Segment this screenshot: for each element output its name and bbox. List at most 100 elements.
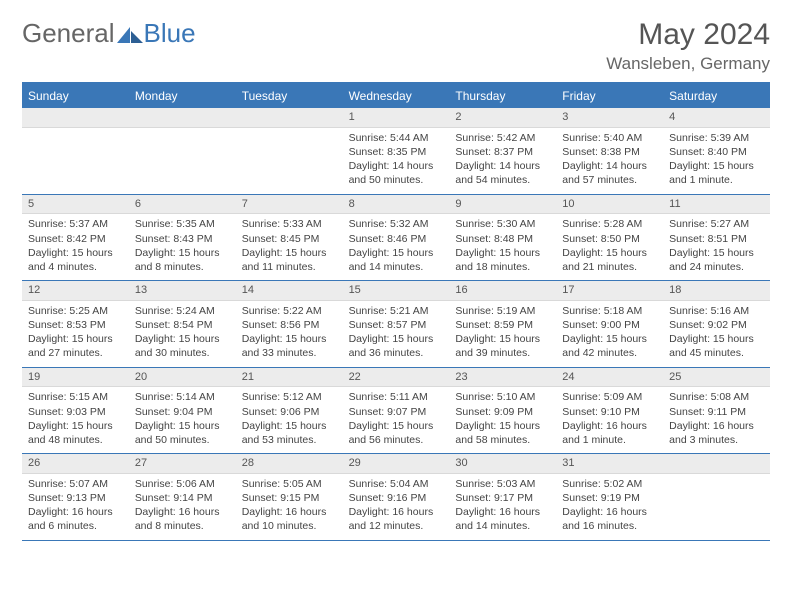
sunset-text: Sunset: 9:07 PM bbox=[349, 405, 444, 419]
day-number: 25 bbox=[663, 368, 770, 388]
daylight1-text: Daylight: 15 hours bbox=[349, 246, 444, 260]
daylight1-text: Daylight: 15 hours bbox=[135, 419, 230, 433]
day-number: 17 bbox=[556, 281, 663, 301]
daylight2-text: and 8 minutes. bbox=[135, 260, 230, 274]
daylight1-text: Daylight: 15 hours bbox=[669, 332, 764, 346]
sunrise-text: Sunrise: 5:14 AM bbox=[135, 390, 230, 404]
day-number: 11 bbox=[663, 195, 770, 215]
day-details: Sunrise: 5:21 AMSunset: 8:57 PMDaylight:… bbox=[343, 301, 450, 367]
sunrise-text: Sunrise: 5:15 AM bbox=[28, 390, 123, 404]
day-cell: 22Sunrise: 5:11 AMSunset: 9:07 PMDayligh… bbox=[343, 368, 450, 454]
day-cell: 2Sunrise: 5:42 AMSunset: 8:37 PMDaylight… bbox=[449, 108, 556, 194]
daylight2-text: and 8 minutes. bbox=[135, 519, 230, 533]
day-details: Sunrise: 5:28 AMSunset: 8:50 PMDaylight:… bbox=[556, 214, 663, 280]
day-cell: 26Sunrise: 5:07 AMSunset: 9:13 PMDayligh… bbox=[22, 454, 129, 540]
day-details: Sunrise: 5:24 AMSunset: 8:54 PMDaylight:… bbox=[129, 301, 236, 367]
daylight1-text: Daylight: 15 hours bbox=[669, 159, 764, 173]
day-number: 10 bbox=[556, 195, 663, 215]
day-cell: 6Sunrise: 5:35 AMSunset: 8:43 PMDaylight… bbox=[129, 195, 236, 281]
daylight2-text: and 45 minutes. bbox=[669, 346, 764, 360]
sunset-text: Sunset: 9:15 PM bbox=[242, 491, 337, 505]
sunset-text: Sunset: 9:10 PM bbox=[562, 405, 657, 419]
day-cell bbox=[22, 108, 129, 194]
sunrise-text: Sunrise: 5:10 AM bbox=[455, 390, 550, 404]
sunrise-text: Sunrise: 5:30 AM bbox=[455, 217, 550, 231]
day-cell: 10Sunrise: 5:28 AMSunset: 8:50 PMDayligh… bbox=[556, 195, 663, 281]
daylight2-text: and 4 minutes. bbox=[28, 260, 123, 274]
daylight1-text: Daylight: 15 hours bbox=[28, 332, 123, 346]
daylight1-text: Daylight: 15 hours bbox=[349, 419, 444, 433]
daylight1-text: Daylight: 16 hours bbox=[28, 505, 123, 519]
day-cell: 15Sunrise: 5:21 AMSunset: 8:57 PMDayligh… bbox=[343, 281, 450, 367]
sunset-text: Sunset: 9:17 PM bbox=[455, 491, 550, 505]
day-number: 23 bbox=[449, 368, 556, 388]
day-number: 12 bbox=[22, 281, 129, 301]
day-details: Sunrise: 5:04 AMSunset: 9:16 PMDaylight:… bbox=[343, 474, 450, 540]
day-details: Sunrise: 5:44 AMSunset: 8:35 PMDaylight:… bbox=[343, 128, 450, 194]
month-title: May 2024 bbox=[606, 18, 770, 52]
day-header-tue: Tuesday bbox=[236, 84, 343, 108]
day-number: 13 bbox=[129, 281, 236, 301]
day-cell: 25Sunrise: 5:08 AMSunset: 9:11 PMDayligh… bbox=[663, 368, 770, 454]
day-number: 28 bbox=[236, 454, 343, 474]
day-number: 5 bbox=[22, 195, 129, 215]
title-block: May 2024 Wansleben, Germany bbox=[606, 18, 770, 74]
day-number: 14 bbox=[236, 281, 343, 301]
day-number: 29 bbox=[343, 454, 450, 474]
day-number bbox=[129, 108, 236, 128]
day-details: Sunrise: 5:25 AMSunset: 8:53 PMDaylight:… bbox=[22, 301, 129, 367]
daylight2-text: and 42 minutes. bbox=[562, 346, 657, 360]
sunset-text: Sunset: 9:11 PM bbox=[669, 405, 764, 419]
sunset-text: Sunset: 8:43 PM bbox=[135, 232, 230, 246]
day-details: Sunrise: 5:11 AMSunset: 9:07 PMDaylight:… bbox=[343, 387, 450, 453]
day-cell: 9Sunrise: 5:30 AMSunset: 8:48 PMDaylight… bbox=[449, 195, 556, 281]
daylight1-text: Daylight: 14 hours bbox=[349, 159, 444, 173]
daylight2-text: and 56 minutes. bbox=[349, 433, 444, 447]
day-details: Sunrise: 5:10 AMSunset: 9:09 PMDaylight:… bbox=[449, 387, 556, 453]
daylight1-text: Daylight: 15 hours bbox=[242, 246, 337, 260]
day-details: Sunrise: 5:37 AMSunset: 8:42 PMDaylight:… bbox=[22, 214, 129, 280]
daylight2-text: and 24 minutes. bbox=[669, 260, 764, 274]
sunset-text: Sunset: 8:45 PM bbox=[242, 232, 337, 246]
sunrise-text: Sunrise: 5:35 AM bbox=[135, 217, 230, 231]
sunrise-text: Sunrise: 5:05 AM bbox=[242, 477, 337, 491]
day-details: Sunrise: 5:33 AMSunset: 8:45 PMDaylight:… bbox=[236, 214, 343, 280]
sunset-text: Sunset: 8:53 PM bbox=[28, 318, 123, 332]
daylight2-text: and 3 minutes. bbox=[669, 433, 764, 447]
sunset-text: Sunset: 9:19 PM bbox=[562, 491, 657, 505]
daylight2-text: and 48 minutes. bbox=[28, 433, 123, 447]
sunset-text: Sunset: 8:59 PM bbox=[455, 318, 550, 332]
day-details: Sunrise: 5:32 AMSunset: 8:46 PMDaylight:… bbox=[343, 214, 450, 280]
sunset-text: Sunset: 9:03 PM bbox=[28, 405, 123, 419]
day-header-thu: Thursday bbox=[449, 84, 556, 108]
daylight1-text: Daylight: 15 hours bbox=[28, 419, 123, 433]
sunset-text: Sunset: 9:00 PM bbox=[562, 318, 657, 332]
day-number bbox=[236, 108, 343, 128]
sunset-text: Sunset: 9:13 PM bbox=[28, 491, 123, 505]
sunrise-text: Sunrise: 5:42 AM bbox=[455, 131, 550, 145]
week-row: 12Sunrise: 5:25 AMSunset: 8:53 PMDayligh… bbox=[22, 281, 770, 368]
day-cell: 14Sunrise: 5:22 AMSunset: 8:56 PMDayligh… bbox=[236, 281, 343, 367]
daylight1-text: Daylight: 15 hours bbox=[455, 419, 550, 433]
day-header-sat: Saturday bbox=[663, 84, 770, 108]
week-row: 26Sunrise: 5:07 AMSunset: 9:13 PMDayligh… bbox=[22, 454, 770, 541]
day-number: 2 bbox=[449, 108, 556, 128]
day-cell: 19Sunrise: 5:15 AMSunset: 9:03 PMDayligh… bbox=[22, 368, 129, 454]
day-cell: 17Sunrise: 5:18 AMSunset: 9:00 PMDayligh… bbox=[556, 281, 663, 367]
logo-text-general: General bbox=[22, 18, 115, 49]
day-cell: 11Sunrise: 5:27 AMSunset: 8:51 PMDayligh… bbox=[663, 195, 770, 281]
daylight1-text: Daylight: 16 hours bbox=[669, 419, 764, 433]
week-row: 1Sunrise: 5:44 AMSunset: 8:35 PMDaylight… bbox=[22, 108, 770, 195]
sunset-text: Sunset: 9:04 PM bbox=[135, 405, 230, 419]
day-number: 9 bbox=[449, 195, 556, 215]
daylight1-text: Daylight: 16 hours bbox=[349, 505, 444, 519]
day-number bbox=[22, 108, 129, 128]
sunset-text: Sunset: 8:40 PM bbox=[669, 145, 764, 159]
daylight2-text: and 14 minutes. bbox=[349, 260, 444, 274]
sunset-text: Sunset: 8:50 PM bbox=[562, 232, 657, 246]
header: General Blue May 2024 Wansleben, Germany bbox=[22, 18, 770, 74]
daylight1-text: Daylight: 15 hours bbox=[242, 419, 337, 433]
day-details: Sunrise: 5:05 AMSunset: 9:15 PMDaylight:… bbox=[236, 474, 343, 540]
day-details bbox=[663, 474, 770, 534]
daylight2-text: and 1 minute. bbox=[562, 433, 657, 447]
